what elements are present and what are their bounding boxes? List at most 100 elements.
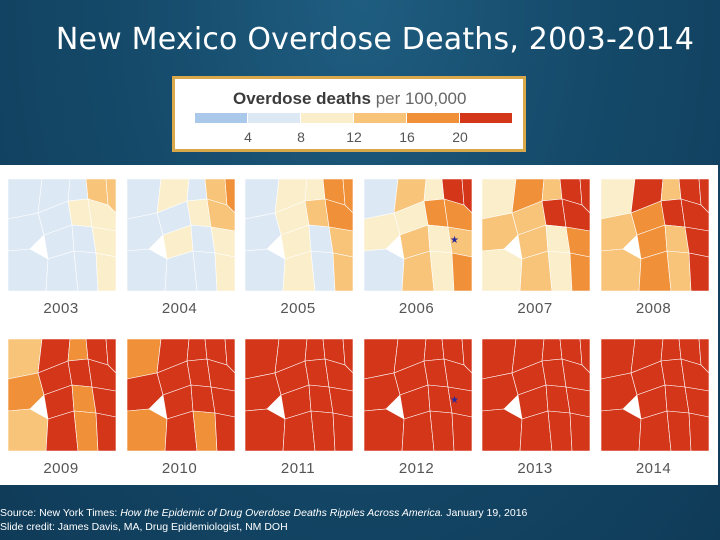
state-map-2011: 2011 — [239, 327, 357, 477]
county-region — [282, 410, 316, 451]
slide-credit: Slide credit: James Davis, MA, Drug Epid… — [0, 521, 288, 533]
legend-tick-label: 12 — [346, 129, 362, 145]
county-map — [600, 179, 709, 291]
legend-swatch — [407, 113, 459, 123]
legend-tick-label: 8 — [297, 129, 305, 145]
county-map — [8, 339, 116, 451]
county-region — [73, 410, 99, 451]
county-region — [8, 408, 49, 451]
county-region — [192, 250, 217, 291]
county-map — [482, 179, 590, 291]
map-year-label: 2013 — [517, 460, 553, 477]
county-region — [342, 179, 353, 214]
county-region — [401, 410, 434, 451]
source-line: Source: New York Times: How the Epidemic… — [0, 506, 720, 520]
county-region — [579, 339, 590, 374]
legend-unit: per 100,000 — [375, 89, 467, 108]
state-map-2012: ★ 2012 — [358, 327, 476, 477]
county-region — [519, 250, 553, 291]
county-region — [684, 226, 709, 258]
county-region — [363, 408, 404, 451]
county-region — [164, 250, 197, 291]
source-title: How the Epidemic of Drug Overdose Deaths… — [120, 507, 444, 519]
county-region — [684, 386, 709, 418]
legend-swatch — [248, 113, 300, 123]
map-year-label: 2010 — [161, 460, 198, 477]
county-region — [519, 410, 553, 451]
county-region — [666, 410, 691, 451]
county-region — [8, 372, 45, 412]
county-region — [569, 252, 590, 291]
county-region — [660, 179, 681, 202]
county-region — [461, 339, 472, 374]
county-region — [95, 252, 116, 291]
county-region — [342, 339, 353, 374]
county-map — [8, 179, 116, 291]
marker-icon: ★ — [450, 395, 459, 406]
legend-swatch — [460, 113, 512, 123]
county-region — [698, 179, 709, 214]
county-region — [245, 372, 282, 412]
county-region — [363, 372, 400, 412]
map-year-label: 2004 — [161, 300, 198, 317]
county-region — [245, 212, 282, 252]
map-year-label: 2006 — [398, 300, 435, 317]
state-map-2004: 2004 — [121, 167, 239, 317]
county-region — [482, 372, 519, 412]
legend-swatch — [354, 113, 406, 123]
county-region — [482, 212, 519, 252]
county-region — [87, 198, 116, 232]
county-region — [186, 339, 207, 362]
county-region — [447, 386, 472, 418]
county-region — [186, 179, 207, 202]
county-region — [579, 179, 590, 214]
county-region — [282, 250, 316, 291]
county-region — [328, 386, 353, 418]
legend-tick-label: 4 — [244, 129, 252, 145]
county-region — [45, 410, 79, 451]
legend-swatch — [195, 113, 247, 123]
county-region — [638, 250, 671, 291]
county-region — [324, 198, 353, 232]
county-map — [126, 179, 235, 291]
county-region — [8, 248, 49, 291]
county-region — [447, 226, 472, 258]
county-region — [45, 250, 79, 291]
map-year-label: 2011 — [280, 460, 316, 477]
county-region — [600, 212, 637, 252]
maps-panel: 2003 2004 2005 ★ 2006 2007 2008 2009 2010 2011 ★ 20… — [0, 165, 718, 485]
county-region — [245, 408, 286, 451]
county-map — [482, 339, 590, 451]
county-region — [214, 252, 235, 291]
county-region — [680, 358, 709, 392]
county-region — [206, 198, 235, 232]
footer: Source: New York Times: How the Epidemic… — [0, 506, 720, 534]
state-map-2006: ★ 2006 — [358, 167, 476, 317]
county-region — [67, 179, 89, 202]
legend-tick-label: 16 — [399, 129, 415, 145]
county-map — [245, 179, 353, 291]
map-year-label: 2009 — [43, 460, 79, 477]
county-region — [561, 198, 590, 232]
state-map-2010: 2010 — [121, 327, 239, 477]
legend-tick-label: 20 — [452, 129, 468, 145]
legend-title-text: Overdose deaths — [233, 89, 371, 108]
county-region — [688, 252, 709, 291]
county-region — [565, 226, 590, 258]
county-region — [105, 339, 116, 374]
source-date: January 19, 2016 — [443, 507, 528, 519]
county-region — [332, 412, 353, 451]
map-year-label: 2005 — [280, 300, 316, 317]
county-region — [67, 339, 89, 362]
county-region — [105, 179, 116, 214]
county-region — [423, 179, 444, 202]
county-region — [688, 412, 709, 451]
county-map — [600, 339, 709, 451]
county-region — [304, 339, 326, 362]
county-region — [310, 410, 336, 451]
legend-swatch — [301, 113, 353, 123]
map-year-label: 2008 — [635, 300, 672, 317]
county-region — [328, 226, 353, 258]
county-region — [224, 179, 235, 214]
county-region — [698, 339, 709, 374]
